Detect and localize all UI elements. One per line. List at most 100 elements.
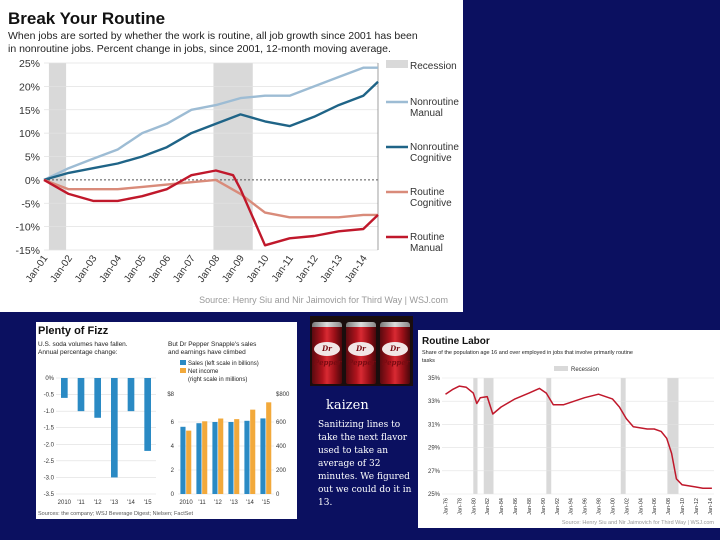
net-income-bar [186, 430, 192, 494]
y-tick-label: 0% [25, 175, 40, 187]
legend-label: Manual [410, 243, 443, 254]
y-tick-label: -2.5 [44, 459, 55, 465]
x-tick-label: Jan-02 [48, 253, 75, 285]
x-tick-label: Jan-86 [513, 498, 519, 515]
x-tick-label: '13 [230, 500, 238, 506]
net-income-bar [218, 418, 224, 494]
x-tick-label: '15 [262, 500, 270, 506]
legend-label: Net income [188, 369, 219, 375]
y-tick-label: -2.0 [44, 442, 55, 448]
series-line [445, 385, 712, 489]
x-tick-label: Jan-82 [485, 498, 491, 515]
series-line [43, 169, 379, 247]
x-tick-label: Jan-08 [196, 253, 223, 285]
can-left: Dr Pepper [312, 322, 342, 384]
legend-label: (right scale in millions) [188, 377, 247, 383]
x-tick-label: Jan-88 [527, 498, 533, 515]
routine-chart-subtitle-2: in nonroutine jobs. Percent change in jo… [8, 43, 391, 55]
y-tick-label: 4 [171, 444, 175, 450]
x-tick-label: 2010 [179, 500, 193, 506]
series-line [43, 66, 378, 181]
x-tick-label: 2010 [58, 500, 72, 506]
net-income-bar [266, 402, 272, 494]
x-tick-label: '12 [94, 500, 102, 506]
can-logo: Dr Pepper [314, 342, 342, 367]
labor-chart-title: Routine Labor [422, 336, 490, 347]
soda-volume-bar [144, 378, 151, 451]
legend-label: Nonroutine [410, 142, 459, 153]
legend-swatch [386, 60, 408, 68]
x-tick-label: Jan-96 [583, 498, 589, 515]
recession-band [620, 378, 626, 494]
recession-band [667, 378, 679, 494]
legend-swatch [554, 366, 568, 371]
x-tick-label: '11 [198, 500, 206, 506]
y2-tick-label: 600 [276, 420, 287, 426]
sales-bar [180, 426, 186, 494]
x-tick-label: Jan-04 [98, 253, 125, 285]
sales-bar [196, 423, 202, 494]
x-tick-label: Jan-02 [624, 498, 630, 515]
y-tick-label: 20% [19, 81, 40, 93]
x-tick-label: Jan-06 [147, 253, 174, 285]
series-line [43, 80, 379, 182]
series-line [43, 178, 378, 219]
recession-band [483, 378, 494, 494]
x-tick-label: Jan-94 [569, 498, 575, 515]
dr-pepper-cans-photo: Dr Pepper Dr Pepper Dr Pepper [310, 316, 413, 386]
soda-volume-bar [111, 378, 118, 478]
x-tick-label: Jan-06 [652, 498, 658, 515]
soda-left-subtitle-1: U.S. soda volumes have fallen. [38, 341, 128, 348]
y-tick-label: 25% [428, 492, 441, 498]
x-tick-label: Jan-09 [220, 253, 247, 285]
legend-label: Cognitive [410, 198, 452, 209]
legend-label: Routine [410, 187, 445, 198]
y-tick-label: 35% [428, 376, 441, 382]
net-income-bar [250, 409, 256, 494]
legend-label: Nonroutine [410, 97, 459, 108]
y-tick-label: 25% [19, 58, 40, 70]
x-tick-label: '15 [144, 500, 152, 506]
legend-swatch [180, 368, 186, 373]
x-tick-label: Jan-84 [499, 498, 505, 515]
soda-left-subtitle-2: Annual percentage change: [38, 349, 118, 356]
y-tick-label: 0 [171, 492, 175, 498]
soda-volume-bar [127, 378, 135, 412]
x-tick-label: Jan-08 [666, 498, 672, 515]
legend-label: Routine [410, 232, 445, 243]
y-tick-label: 10% [19, 128, 40, 140]
y-tick-label: 33% [428, 399, 441, 405]
soda-volume-bar [77, 378, 85, 412]
x-tick-label: Jan-13 [319, 253, 346, 285]
soda-volume-bar [61, 378, 68, 398]
x-tick-label: Jan-14 [708, 498, 714, 515]
right-axis-label: $800 [276, 392, 290, 398]
y-tick-label: 15% [19, 105, 40, 117]
soda-right-subtitle-2: and earnings have climbed [168, 349, 246, 356]
x-tick-label: Jan-01 [24, 253, 51, 285]
can-right: Dr Pepper [380, 322, 410, 384]
y-tick-label: -15% [15, 245, 40, 257]
x-tick-label: Jan-76 [443, 498, 449, 515]
y-tick-label: -10% [15, 222, 40, 234]
x-tick-label: '14 [246, 500, 254, 506]
x-tick-label: Jan-12 [294, 253, 321, 285]
y-tick-label: 31% [428, 422, 441, 428]
x-tick-label: Jan-07 [171, 253, 198, 285]
labor-chart-subtitle-1: Share of the population age 16 and over … [422, 350, 633, 356]
can-middle: Dr Pepper [346, 322, 376, 384]
x-tick-label: Jan-12 [694, 498, 700, 515]
sales-bar [244, 420, 250, 494]
y-tick-label: 6 [171, 420, 175, 426]
x-tick-label: Jan-10 [680, 498, 686, 515]
y-tick-label: 27% [428, 469, 441, 475]
routine-chart-source: Source: Henry Siu and Nir Jaimovich for … [199, 295, 448, 305]
labor-chart-panel: Routine Labor Share of the population ag… [418, 330, 720, 528]
y-tick-label: -3.0 [44, 475, 55, 481]
x-tick-label: Jan-03 [73, 253, 100, 285]
soda-chart-panel: Plenty of Fizz U.S. soda volumes have fa… [36, 322, 297, 519]
y2-tick-label: 200 [276, 468, 287, 474]
soda-chart: Plenty of Fizz U.S. soda volumes have fa… [38, 325, 290, 517]
legend-label: Recession [410, 61, 457, 72]
legend-label: Recession [571, 367, 599, 373]
